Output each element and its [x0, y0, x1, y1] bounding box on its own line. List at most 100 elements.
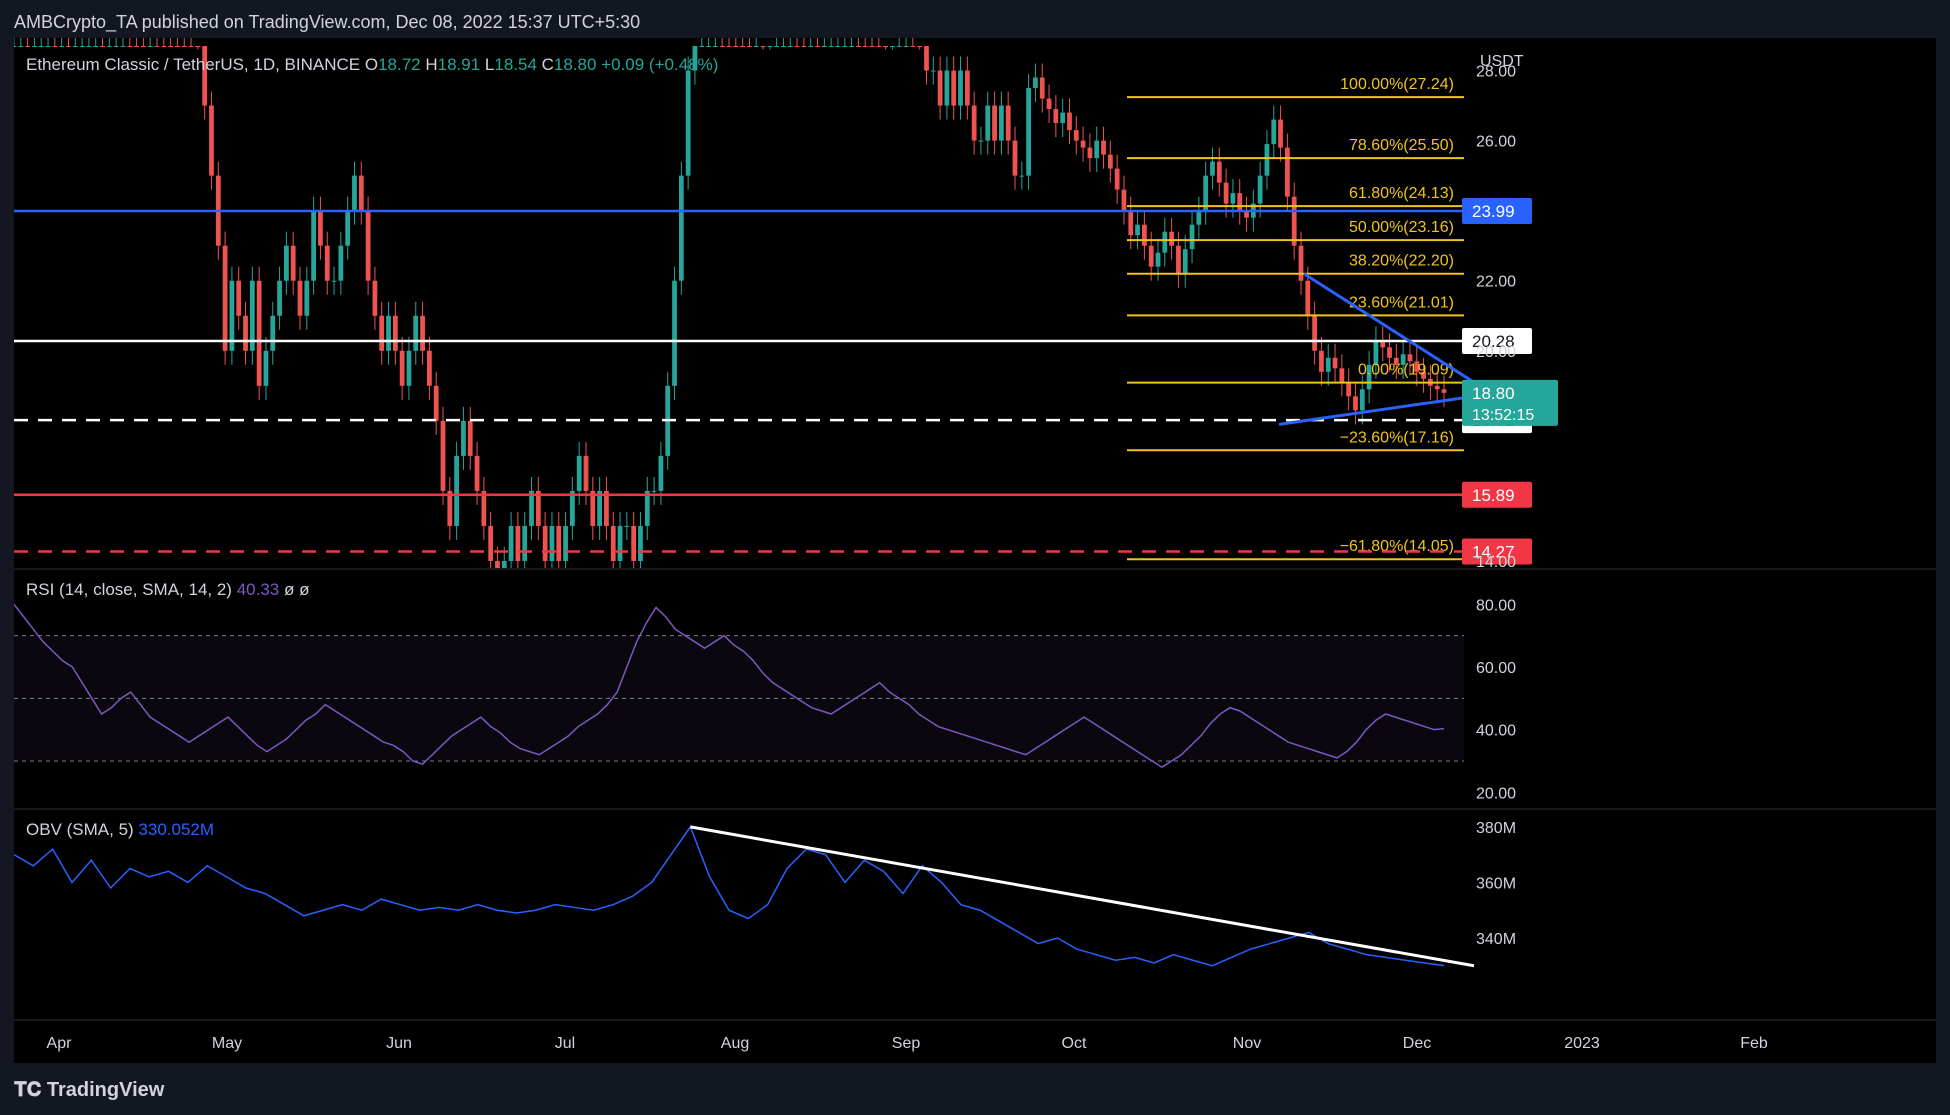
candle-body: [1421, 371, 1426, 379]
candle-body: [440, 420, 446, 491]
candle-body: [358, 175, 364, 211]
price-level-tag[interactable]: [1462, 198, 1532, 225]
candle-body: [794, 46, 800, 47]
candle-body: [236, 280, 242, 316]
obv-axis-tick: 360M: [1476, 875, 1516, 892]
candle-body: [563, 525, 568, 561]
candle-body: [345, 210, 351, 246]
legend-c-value: 18.80: [554, 55, 601, 74]
candle-body: [910, 46, 916, 47]
price-axis-tick: 14.00: [1476, 554, 1516, 571]
candle-body: [569, 490, 575, 526]
candle-body: [447, 490, 453, 526]
candle-body: [426, 350, 432, 386]
price-level-tag-label: 14.27: [1472, 543, 1515, 562]
candle-body: [733, 46, 739, 47]
candle-body: [1271, 119, 1277, 145]
candle-body: [243, 315, 248, 351]
trading-chart[interactable]: 100.00%(27.24) 78.60%(25.50) 61.80%(24.13)…: [14, 38, 1936, 1063]
candle-body: [100, 46, 105, 47]
candle-body: [998, 105, 1004, 141]
tradingview-logo[interactable]: 𝐓𝐂 TradingView: [14, 1079, 164, 1102]
current-price-label: 18.80: [1472, 384, 1515, 403]
candle-body: [808, 46, 814, 47]
obv-legend: OBV (SMA, 5) 330.052M: [26, 820, 214, 839]
candle-body: [311, 210, 317, 281]
candle-body: [263, 350, 269, 386]
candle-body: [1216, 161, 1222, 183]
candle-body: [604, 490, 609, 526]
candle-body: [508, 525, 514, 561]
candle-body: [767, 46, 773, 47]
current-price-tag[interactable]: [1462, 379, 1558, 426]
candle-body: [849, 46, 854, 47]
fib-level-label: 38.20%(22.20): [1349, 253, 1454, 270]
candle-body: [651, 490, 657, 492]
candle-body: [597, 490, 603, 526]
candle-body: [318, 210, 323, 246]
candle-body: [1332, 357, 1338, 369]
candle-body: [1012, 140, 1018, 176]
rsi-legend-value: 40.33: [237, 580, 284, 599]
candle-body: [719, 46, 725, 47]
candle-body: [467, 420, 473, 456]
fib-level-label: 0.00%(19.09): [1358, 362, 1454, 379]
candle-body: [1414, 361, 1420, 372]
candle-body: [985, 105, 991, 141]
candle-body: [787, 46, 793, 47]
candle-body: [869, 46, 875, 47]
price-axis-tick: 26.00: [1476, 134, 1516, 151]
legend-h-value: 18.91: [438, 55, 485, 74]
candle-body: [168, 46, 174, 47]
candle-body: [944, 70, 950, 106]
triangle-lower-trendline[interactable]: [1278, 394, 1475, 426]
candle-body: [1067, 112, 1072, 131]
candle-body: [127, 46, 133, 47]
price-axis-tick: 28.00: [1476, 64, 1516, 81]
time-axis-label: Nov: [1233, 1035, 1261, 1052]
candle-body: [188, 46, 194, 47]
time-axis-label: Feb: [1740, 1035, 1768, 1052]
time-axis-label: 2023: [1564, 1035, 1600, 1052]
candle-body: [644, 490, 650, 526]
candle-body: [1237, 193, 1243, 211]
time-axis-label: May: [212, 1035, 242, 1052]
candle-body: [529, 490, 534, 526]
candle-body: [86, 46, 92, 47]
candle-body: [1291, 196, 1297, 246]
price-level-tag-label: 15.89: [1472, 486, 1515, 505]
candle-body: [753, 46, 759, 47]
price-level-tag[interactable]: [1462, 327, 1532, 354]
candle-body: [1434, 385, 1440, 390]
candle-body: [903, 46, 909, 47]
candle-body: [774, 46, 780, 47]
price-level-tag[interactable]: [1462, 538, 1532, 565]
candle-body: [1244, 210, 1249, 218]
candle-body: [583, 455, 589, 491]
price-level-tag[interactable]: [1462, 481, 1532, 508]
candle-body: [917, 46, 923, 47]
rsi-line[interactable]: [14, 603, 1445, 769]
candle-body: [740, 46, 746, 47]
obv-line[interactable]: [14, 825, 1445, 967]
candle-body: [576, 455, 582, 491]
candle-body: [1373, 340, 1379, 365]
price-axis-tick: 22.00: [1476, 274, 1516, 291]
candle-body: [1210, 161, 1215, 176]
candle-body: [1264, 144, 1270, 176]
time-axis-label: Oct: [1062, 1035, 1087, 1052]
fib-level-label: 50.00%(23.16): [1349, 219, 1454, 236]
candle-body: [964, 70, 970, 106]
candle-body: [828, 46, 834, 47]
candle-body: [1114, 168, 1120, 190]
obv-trendline[interactable]: [690, 825, 1475, 968]
candle-body: [760, 46, 766, 47]
candle-body: [1169, 231, 1175, 246]
triangle-upper-trendline[interactable]: [1303, 272, 1475, 384]
candle-body: [1189, 224, 1195, 250]
legend-c-label: C: [542, 55, 554, 74]
candle-body: [1162, 231, 1168, 253]
time-axis-label: Aug: [721, 1035, 749, 1052]
candle-body: [624, 525, 630, 527]
candle-body: [1033, 77, 1038, 89]
